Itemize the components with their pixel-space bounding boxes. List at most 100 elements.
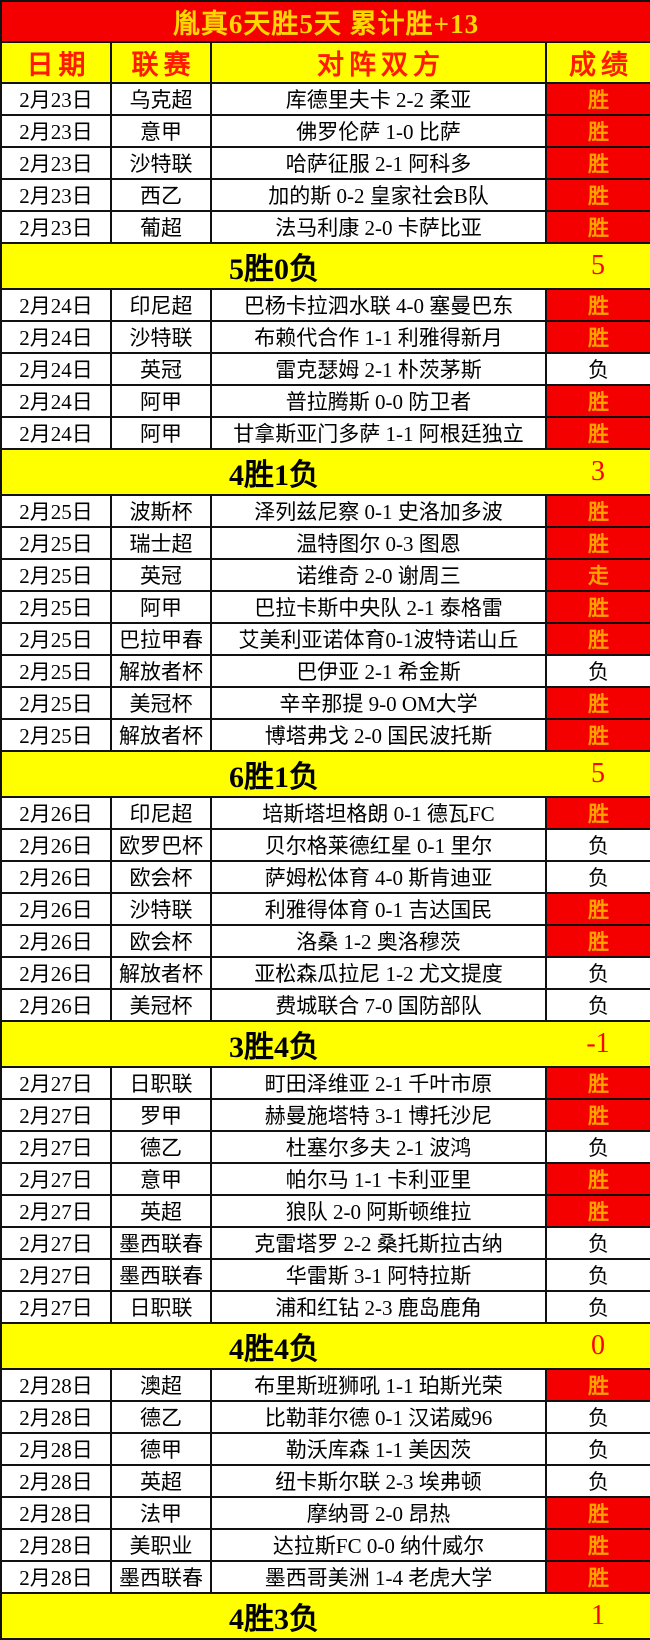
match-fixture: 库德里夫卡 2-2 柔亚: [210, 82, 547, 116]
match-date: 2月25日: [0, 526, 112, 560]
match-fixture: 摩纳哥 2-0 昂热: [210, 1496, 547, 1530]
match-fixture: 墨西哥美洲 1-4 老虎大学: [210, 1560, 547, 1594]
match-league: 乌克超: [110, 82, 212, 116]
match-row: 2月24日 英冠 雷克瑟姆 2-1 朴茨茅斯负: [0, 352, 650, 386]
match-fixture: 华雷斯 3-1 阿特拉斯: [210, 1258, 547, 1292]
match-league: 解放者杯: [110, 718, 212, 752]
day-summary-row: 5胜0负 5: [0, 242, 650, 290]
column-header-match: 对阵双方: [210, 41, 547, 84]
match-result: 负: [544, 1130, 650, 1164]
column-header-result: 成绩: [544, 41, 650, 84]
match-result: 胜: [544, 1066, 650, 1100]
match-result: 负: [544, 988, 650, 1022]
match-fixture: 雷克瑟姆 2-1 朴茨茅斯: [210, 352, 547, 386]
match-date: 2月23日: [0, 178, 112, 212]
match-row: 2月24日 阿甲 甘拿斯亚门多萨 1-1 阿根廷独立胜: [0, 416, 650, 450]
match-row: 2月26日 美冠杯 费城联合 7-0 国防部队负: [0, 988, 650, 1022]
match-result: 胜: [544, 1162, 650, 1196]
match-date: 2月27日: [0, 1066, 112, 1100]
match-fixture: 利雅得体育 0-1 吉达国民: [210, 892, 547, 926]
day-summary-row: 3胜4负 -1: [0, 1020, 650, 1068]
match-league: 印尼超: [110, 288, 212, 322]
match-league: 美职业: [110, 1528, 212, 1562]
match-fixture: 贝尔格莱德红星 0-1 里尔: [210, 828, 547, 862]
match-fixture: 克雷塔罗 2-2 桑托斯拉古纳: [210, 1226, 547, 1260]
match-date: 2月25日: [0, 494, 112, 528]
match-league: 德乙: [110, 1130, 212, 1164]
match-fixture: 普拉腾斯 0-0 防卫者: [210, 384, 547, 418]
match-date: 2月28日: [0, 1400, 112, 1434]
match-league: 阿甲: [110, 590, 212, 624]
match-league: 瑞士超: [110, 526, 212, 560]
match-row: 2月26日 沙特联 利雅得体育 0-1 吉达国民胜: [0, 892, 650, 926]
match-result: 胜: [544, 1194, 650, 1228]
match-fixture: 亚松森瓜拉尼 1-2 尤文提度: [210, 956, 547, 990]
match-result: 负: [544, 860, 650, 894]
match-league: 英冠: [110, 352, 212, 386]
match-row: 2月27日 英超 狼队 2-0 阿斯顿维拉胜: [0, 1194, 650, 1228]
match-date: 2月25日: [0, 654, 112, 688]
match-league: 解放者杯: [110, 956, 212, 990]
match-result: 胜: [544, 1496, 650, 1530]
match-result: 胜: [544, 146, 650, 180]
match-row: 2月23日 葡超 法马利康 2-0 卡萨比亚胜: [0, 210, 650, 244]
match-row: 2月26日 印尼超 培斯塔坦格朗 0-1 德瓦FC 胜: [0, 796, 650, 830]
match-date: 2月26日: [0, 860, 112, 894]
match-league: 墨西联春: [110, 1226, 212, 1260]
match-league: 英超: [110, 1194, 212, 1228]
match-fixture: 町田泽维亚 2-1 千叶市原: [210, 1066, 547, 1100]
match-date: 2月25日: [0, 686, 112, 720]
match-fixture: 浦和红钻 2-3 鹿岛鹿角: [210, 1290, 547, 1324]
match-date: 2月26日: [0, 892, 112, 926]
match-row: 2月27日 日职联 町田泽维亚 2-1 千叶市原胜: [0, 1066, 650, 1100]
match-result: 胜: [544, 622, 650, 656]
match-fixture: 狼队 2-0 阿斯顿维拉: [210, 1194, 547, 1228]
match-league: 英冠: [110, 558, 212, 592]
match-fixture: 洛桑 1-2 奥洛穆茨: [210, 924, 547, 958]
match-league: 墨西联春: [110, 1258, 212, 1292]
match-result: 负: [544, 828, 650, 862]
match-result: 胜: [544, 1368, 650, 1402]
day-summary-label: 3胜4负: [0, 1020, 546, 1068]
match-league: 解放者杯: [110, 654, 212, 688]
match-fixture: 哈萨征服 2-1 阿科多: [210, 146, 547, 180]
match-date: 2月27日: [0, 1226, 112, 1260]
match-date: 2月24日: [0, 320, 112, 354]
match-date: 2月28日: [0, 1560, 112, 1594]
match-row: 2月28日 德乙 比勒菲尔德 0-1 汉诺威96 负: [0, 1400, 650, 1434]
match-row: 2月25日 波斯杯 泽列兹尼察 0-1 史洛加多波胜: [0, 494, 650, 528]
match-league: 巴拉甲春: [110, 622, 212, 656]
match-league: 美冠杯: [110, 988, 212, 1022]
match-league: 沙特联: [110, 320, 212, 354]
match-date: 2月27日: [0, 1194, 112, 1228]
match-date: 2月28日: [0, 1464, 112, 1498]
match-result: 胜: [544, 718, 650, 752]
match-result: 走: [544, 558, 650, 592]
day-summary-score: -1: [546, 1020, 650, 1068]
match-fixture: 辛辛那提 9-0 OM大学: [210, 686, 547, 720]
day-summary-row: 6胜1负 5: [0, 750, 650, 798]
match-league: 阿甲: [110, 384, 212, 418]
match-result: 负: [544, 1226, 650, 1260]
match-date: 2月25日: [0, 558, 112, 592]
match-date: 2月26日: [0, 956, 112, 990]
match-league: 意甲: [110, 1162, 212, 1196]
match-row: 2月25日 解放者杯 巴伊亚 2-1 希金斯负: [0, 654, 650, 688]
match-result: 负: [544, 1432, 650, 1466]
match-result: 胜: [544, 526, 650, 560]
match-fixture: 布里斯班狮吼 1-1 珀斯光荣: [210, 1368, 547, 1402]
match-league: 西乙: [110, 178, 212, 212]
match-date: 2月24日: [0, 384, 112, 418]
match-date: 2月27日: [0, 1290, 112, 1324]
match-row: 2月28日 美职业 达拉斯FC 0-0 纳什威尔胜: [0, 1528, 650, 1562]
match-result: 胜: [544, 1528, 650, 1562]
match-date: 2月28日: [0, 1368, 112, 1402]
match-fixture: 达拉斯FC 0-0 纳什威尔: [210, 1528, 547, 1562]
match-result: 胜: [544, 494, 650, 528]
match-date: 2月25日: [0, 718, 112, 752]
match-fixture: 诺维奇 2-0 谢周三: [210, 558, 547, 592]
day-summary-row: 4胜3负 1: [0, 1592, 650, 1640]
match-result: 胜: [544, 1098, 650, 1132]
match-fixture: 勒沃库森 1-1 美因茨: [210, 1432, 547, 1466]
match-fixture: 萨姆松体育 4-0 斯肯迪亚: [210, 860, 547, 894]
